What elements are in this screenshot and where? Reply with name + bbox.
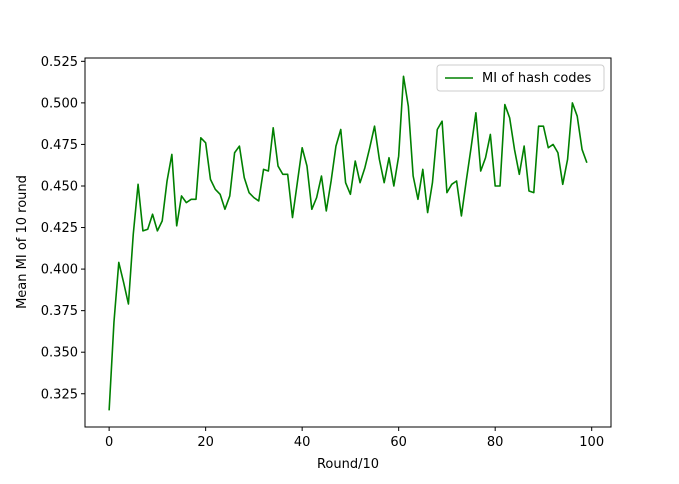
legend-box [436,64,605,92]
y-tick-label: 0.450 [41,179,78,194]
series-line-mi-of-hash-codes [108,75,588,411]
y-tick-label: 0.475 [41,138,78,153]
y-tick-label: 0.425 [41,221,78,236]
x-tick-label: 80 [487,435,504,450]
y-tick-label: 0.350 [41,346,78,361]
x-axis-ticks: 0 20 40 60 80 100 [105,427,604,450]
x-tick-label: 60 [390,435,407,450]
x-tick-label: 0 [105,435,113,450]
y-tick-label: 0.525 [41,55,78,70]
y-tick-label: 0.375 [41,304,78,319]
series-lines [108,75,588,411]
legend-entry-mi-of-hash-codes: MI of hash codes [482,71,592,86]
y-axis-ticks: 0.325 0.350 0.375 0.400 0.425 0.450 0.475 0.500… [41,55,85,402]
plot-frame [84,57,612,428]
x-tick-label: 40 [294,435,311,450]
y-tick-label: 0.400 [41,263,78,278]
x-tick-label: 100 [579,435,604,450]
legend: MI of hash codes [436,64,605,92]
y-axis-title: Mean MI of 10 round [15,175,30,309]
y-tick-label: 0.325 [41,387,78,402]
plot-area [85,58,611,427]
x-axis-title: Round/10 [317,457,379,472]
x-tick-label: 20 [197,435,214,450]
y-tick-label: 0.500 [41,96,78,111]
